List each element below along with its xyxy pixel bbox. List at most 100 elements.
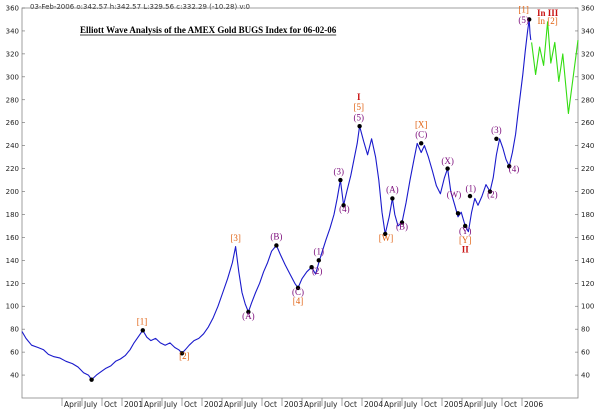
wave-label: (X)	[441, 156, 454, 166]
x-tick-label: July	[163, 400, 178, 409]
y-tick-label-left: 220	[6, 165, 19, 173]
y-tick-label-right: 340	[581, 27, 594, 35]
y-tick-label-right: 360	[581, 5, 594, 13]
pivot-marker	[246, 309, 251, 315]
x-tick-label: April	[464, 400, 481, 409]
pivot-marker	[455, 211, 461, 216]
wave-label: [5]	[354, 102, 365, 112]
x-tick-label: April	[384, 400, 401, 409]
wave-label: In III	[537, 8, 559, 18]
plot-frame	[21, 7, 579, 399]
y-tick-label-left: 40	[10, 372, 19, 380]
wave-label: [3]	[230, 233, 241, 243]
x-tick-label: Oct	[264, 400, 277, 409]
y-tick-label-left: 100	[6, 303, 19, 311]
wave-label: (1)	[314, 247, 325, 257]
wave-label: (2)	[487, 189, 498, 199]
pivot-marker	[487, 189, 493, 194]
wave-label: (5)	[518, 15, 529, 25]
y-tick-label-right: 200	[581, 188, 594, 196]
x-axis: April July Oct 2001 April July Oct 2002 April Jul…	[61, 398, 543, 409]
y-tick-label-left: 160	[6, 234, 19, 242]
pivot-marker	[390, 196, 395, 201]
y-tick-label-left: 200	[6, 188, 19, 196]
chart-header-readout: 03-Feb-2006 o:342.57 h:342.57 L:329.56 c…	[30, 3, 250, 11]
y-tick-label-right: 240	[581, 142, 594, 150]
y-tick-label-right: 160	[581, 234, 594, 242]
x-tick-label: 2006	[524, 400, 543, 409]
x-tick-label: July	[483, 400, 498, 409]
wave-label: [4]	[293, 296, 304, 306]
pivot-marker	[494, 136, 499, 141]
y-tick-label-left: 260	[6, 119, 19, 127]
y-tick-label-left: 360	[6, 5, 19, 13]
pivot-marker	[383, 231, 388, 237]
wave-label: (3)	[334, 166, 345, 176]
y-axis-right: 40 60 80 100 120 140 160 180 200 220 240 260 280 300 3…	[575, 5, 594, 380]
pivot-marker	[295, 285, 301, 291]
wave-label: (3)	[491, 125, 502, 135]
y-tick-label-left: 240	[6, 142, 19, 150]
x-tick-label: April	[64, 400, 81, 409]
wave-label: (Y)	[459, 226, 472, 236]
x-tick-label: April	[304, 400, 321, 409]
pivot-marker	[140, 328, 145, 333]
y-tick-label-right: 180	[581, 211, 594, 219]
wave-label: [Y]	[459, 235, 472, 245]
y-tick-label-left: 80	[10, 326, 19, 334]
pivot-marker	[463, 223, 468, 229]
x-tick-label: Oct	[424, 400, 437, 409]
y-tick-label-left: 60	[10, 349, 19, 357]
y-tick-label-right: 40	[581, 372, 590, 380]
y-tick-label-right: 220	[581, 165, 594, 173]
chart-title: Elliott Wave Analysis of the AMEX Gold B…	[80, 25, 337, 35]
wave-label: (4)	[339, 204, 350, 214]
x-tick-label: 2002	[204, 400, 223, 409]
x-tick-label: July	[403, 400, 418, 409]
wave-label: (C)	[292, 287, 304, 297]
y-tick-label-right: 280	[581, 96, 594, 104]
wave-label: II	[462, 244, 470, 254]
x-tick-label: April	[224, 400, 241, 409]
wave-label: [W]	[379, 233, 394, 243]
x-tick-label: Oct	[104, 400, 117, 409]
y-tick-label-right: 60	[581, 349, 590, 357]
pivot-marker	[309, 265, 314, 270]
price-series-line	[21, 18, 532, 381]
pivot-marker	[89, 377, 94, 382]
pivot-marker	[399, 220, 405, 225]
y-tick-label-right: 120	[581, 280, 594, 288]
wave-label: (5)	[354, 112, 365, 122]
plot-border	[21, 7, 579, 399]
x-tick-label: 2003	[284, 400, 303, 409]
x-tick-label: Oct	[184, 400, 197, 409]
pivot-marker	[467, 193, 473, 199]
x-tick-label: July	[323, 400, 338, 409]
y-tick-label-left: 120	[6, 280, 19, 288]
pivot-marker	[274, 243, 279, 248]
x-tick-label: 2001	[124, 400, 143, 409]
pivot-marker	[338, 177, 343, 183]
wave-label: I	[357, 92, 361, 102]
wave-label: (C)	[415, 130, 427, 140]
wave-label: (4)	[509, 164, 520, 174]
pivot-marker	[357, 123, 362, 129]
wave-label: (1)	[466, 184, 477, 194]
y-tick-label-right: 320	[581, 50, 594, 58]
y-tick-label-right: 100	[581, 303, 594, 311]
y-tick-label-left: 140	[6, 257, 19, 265]
pivot-marker	[341, 203, 346, 208]
wave-label: (B)	[270, 232, 282, 242]
y-tick-label-left: 180	[6, 211, 19, 219]
y-axis-left: 40 60 80 100 120 140 160 180 200 220 240 260 280 300 3…	[6, 5, 25, 380]
wave-label: (B)	[396, 221, 408, 231]
pivot-markers	[89, 17, 532, 382]
wave-label: (A)	[242, 311, 255, 321]
y-tick-label-left: 340	[6, 27, 19, 35]
wave-annotations: [1][2][3](A)(B)(C)[4](1)(2)(3)(4)I[5](5)…	[137, 5, 559, 361]
pivot-marker	[179, 351, 185, 356]
wave-label: [X]	[415, 119, 428, 129]
x-tick-label: Oct	[344, 400, 357, 409]
y-tick-label-right: 300	[581, 73, 594, 81]
